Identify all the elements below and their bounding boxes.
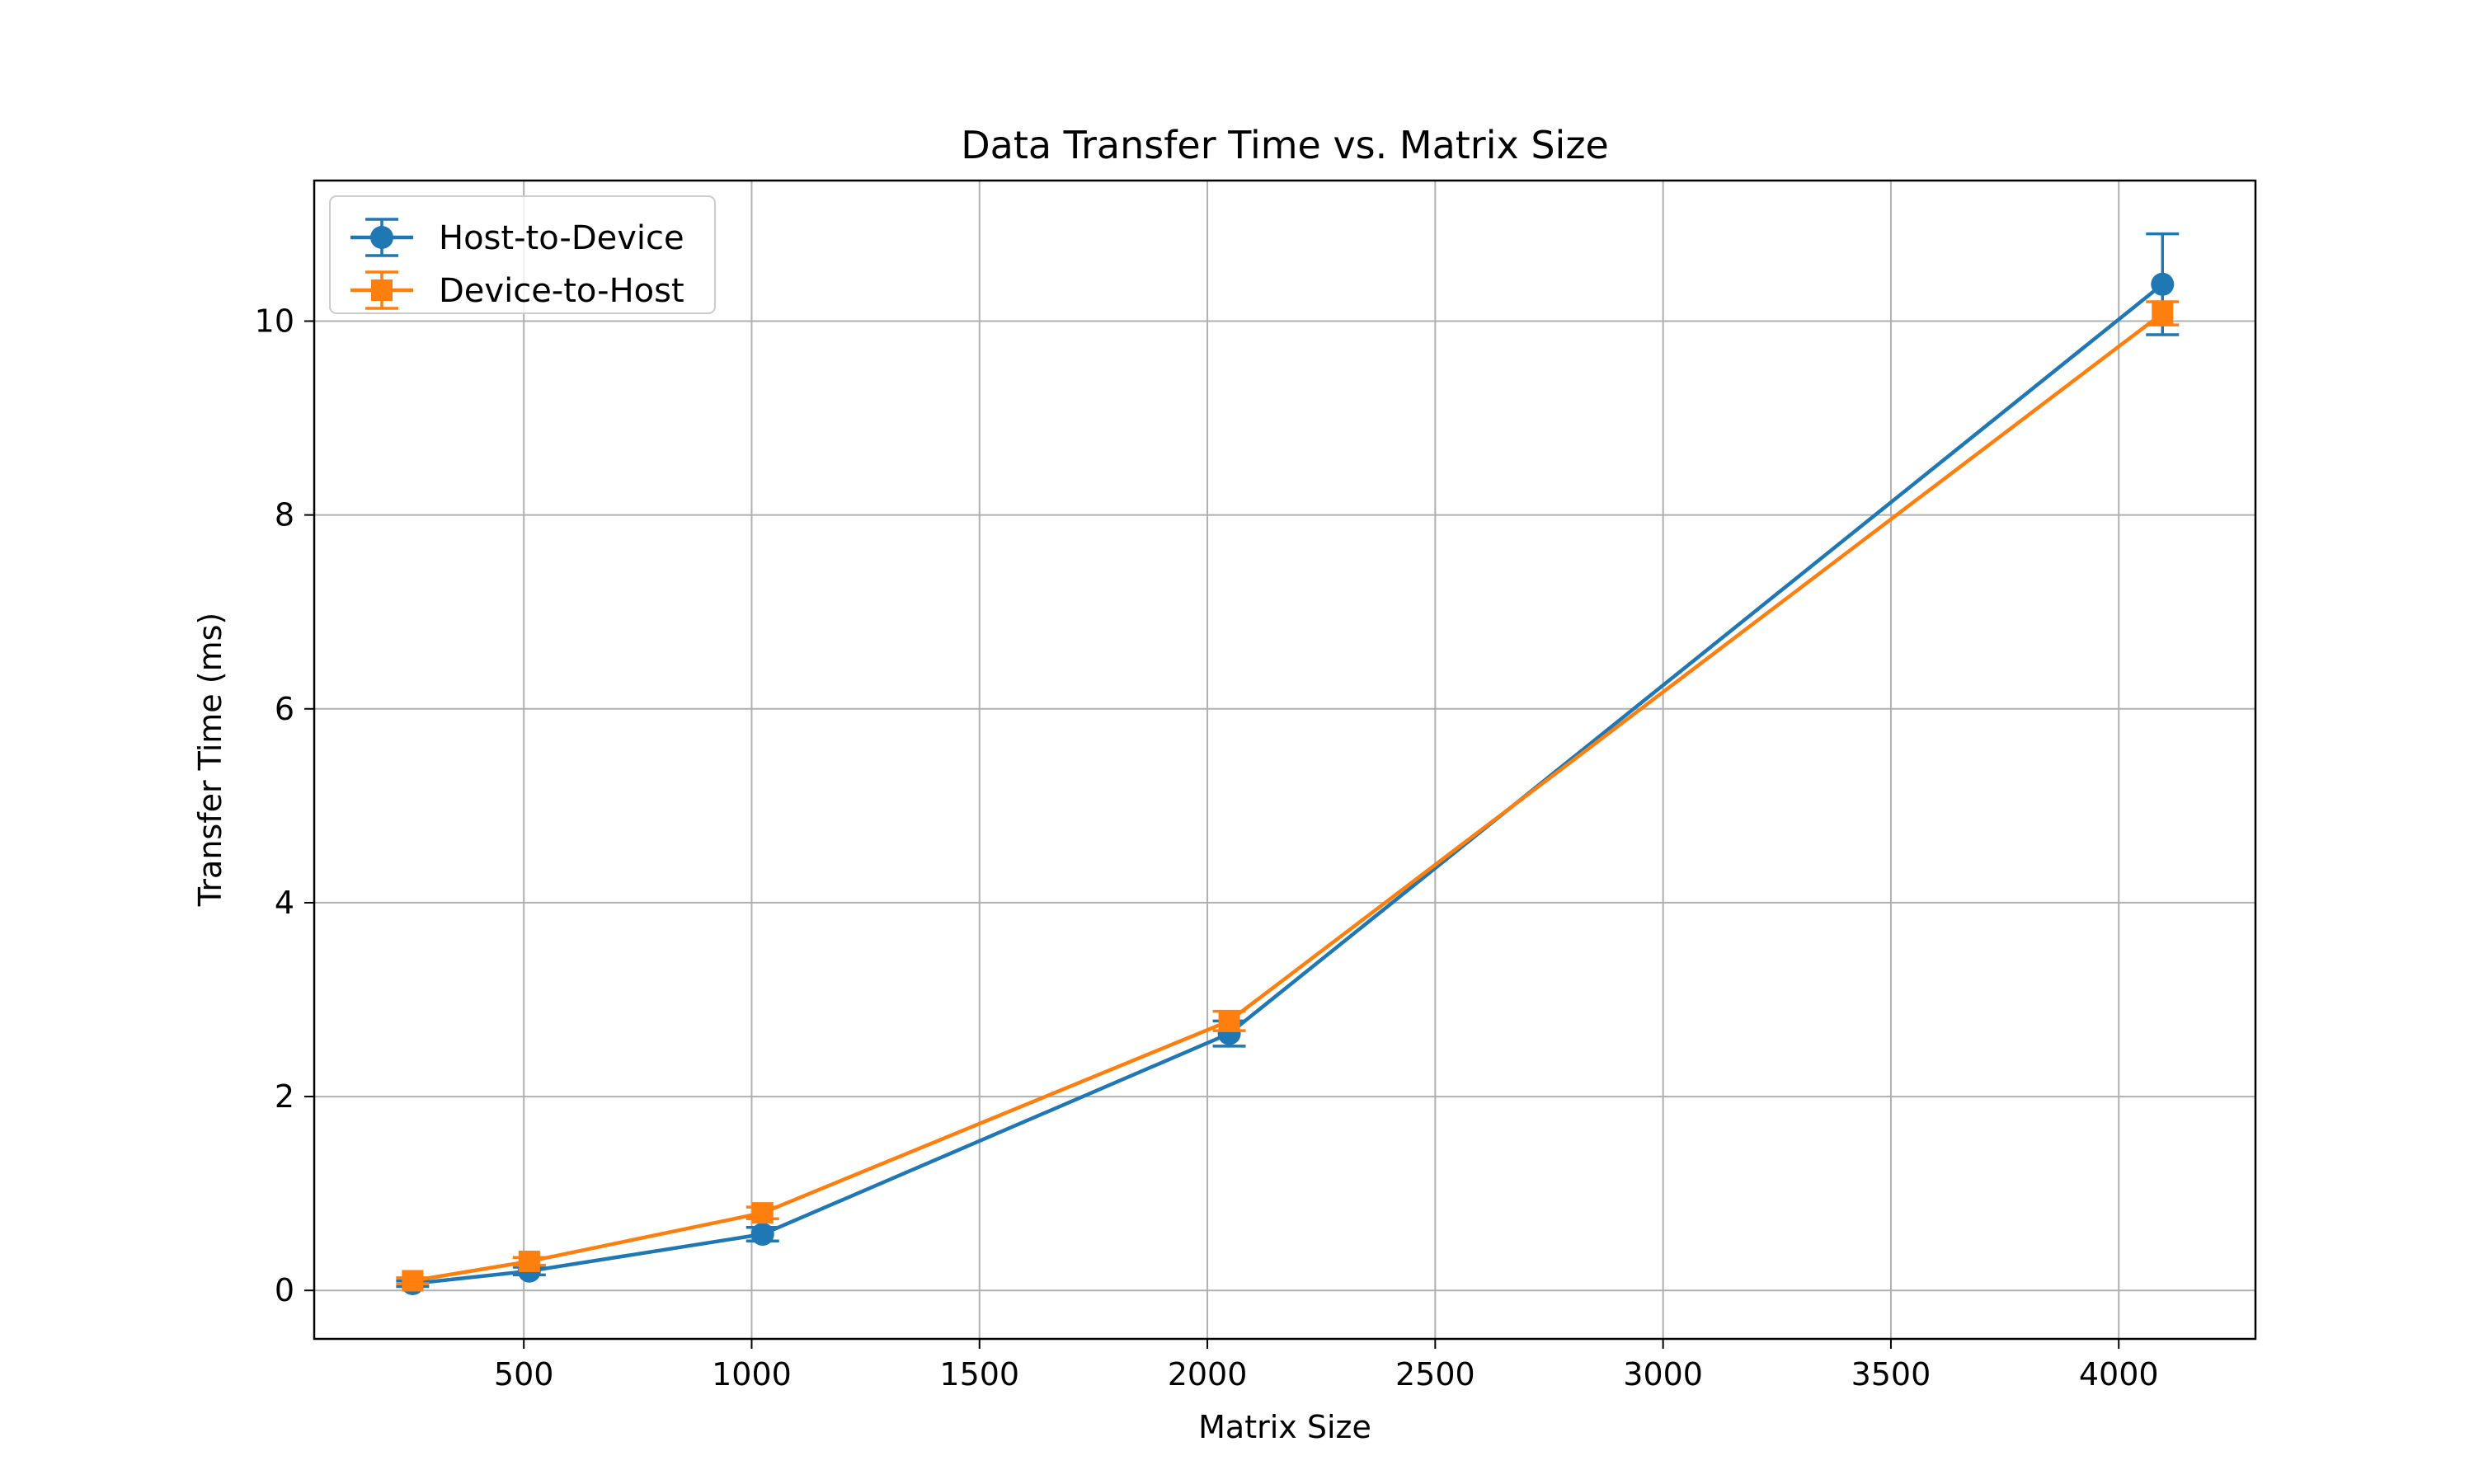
x-tick-label: 2000 — [1168, 1356, 1248, 1392]
y-tick-label: 8 — [275, 497, 294, 533]
grid — [314, 181, 2255, 1339]
data-point — [750, 1223, 774, 1247]
series-layer — [396, 232, 2180, 1295]
legend: Host-to-Device Device-to-Host — [329, 195, 716, 314]
y-tick-label: 2 — [275, 1078, 294, 1115]
legend-label: Host-to-Device — [439, 219, 684, 257]
y-tick-label: 6 — [275, 691, 294, 727]
ticks: 500 1000 1500 2000 2500 3000 3500 4000 0 2 4 6 8 10 — [255, 303, 2159, 1392]
x-tick-label: 2500 — [1395, 1356, 1475, 1392]
data-point — [518, 1250, 540, 1272]
legend-swatch-marker — [371, 279, 393, 301]
plot-frame — [313, 179, 2257, 1341]
legend-item-0: Host-to-Device — [350, 218, 684, 257]
data-point — [402, 1270, 424, 1292]
x-tick-label: 3000 — [1623, 1356, 1703, 1392]
x-tick-label: 3500 — [1851, 1356, 1931, 1392]
series-1 — [396, 300, 2180, 1292]
x-tick-label: 500 — [494, 1356, 554, 1392]
chart-title: Data Transfer Time vs. Matrix Size — [961, 123, 1609, 167]
legend-item-1: Device-to-Host — [350, 270, 684, 310]
legend-swatch-marker — [370, 226, 393, 249]
y-tick-label: 4 — [275, 885, 294, 921]
x-axis-label: Matrix Size — [1198, 1409, 1371, 1445]
legend-label: Device-to-Host — [439, 272, 684, 310]
y-tick-label: 0 — [275, 1272, 294, 1308]
y-tick-label: 10 — [255, 303, 294, 339]
x-tick-label: 4000 — [2079, 1356, 2159, 1392]
x-tick-label: 1500 — [939, 1356, 1019, 1392]
data-point — [1218, 1010, 1240, 1032]
x-tick-label: 1000 — [712, 1356, 792, 1392]
legend-box — [329, 195, 716, 314]
y-axis-label: Transfer Time (ms) — [192, 613, 228, 907]
data-point — [751, 1202, 774, 1224]
data-point — [2151, 272, 2175, 296]
data-point — [2152, 303, 2174, 325]
